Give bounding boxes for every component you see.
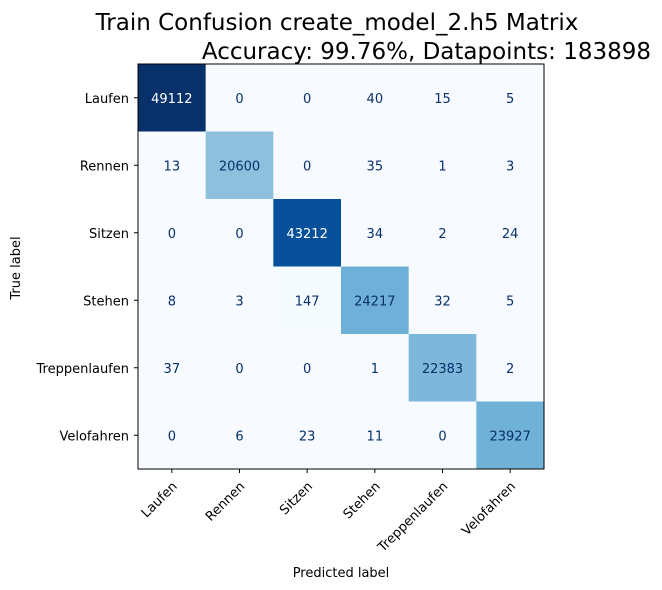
cell-value-label: 24 [502, 227, 519, 242]
heatmap-cell [408, 131, 477, 200]
x-tick-label: Velofahren [459, 479, 519, 539]
cell-value-label: 24217 [354, 294, 395, 309]
cell-value-label: 3 [506, 159, 514, 174]
y-tick-label: Rennen [80, 159, 129, 174]
heatmap-cell [205, 334, 274, 402]
cell-value-label: 40 [367, 92, 384, 107]
heatmap-cell [138, 401, 207, 470]
cell-value-label: 5 [506, 92, 514, 107]
cell-value-label: 11 [367, 429, 384, 444]
cell-value-label: 2 [438, 227, 446, 242]
chart-title-line-1: Train Confusion create_model_2.h5 Matrix [95, 10, 579, 36]
heatmap-cell [408, 266, 477, 335]
cell-value-label: 32 [434, 294, 451, 309]
cell-value-label: 1 [371, 362, 379, 377]
heatmap-cell [341, 131, 410, 200]
cell-value-label: 0 [303, 92, 311, 107]
cell-value-label: 37 [164, 362, 181, 377]
heatmap-cell [138, 199, 207, 267]
heatmap-cell [205, 401, 274, 470]
heatmap-cell [205, 199, 274, 267]
y-axis-label: True label [9, 236, 24, 300]
heatmap-cell [273, 334, 342, 402]
y-tick-label: Velofahren [59, 429, 129, 444]
cell-value-label: 13 [164, 159, 181, 174]
heatmap-cell [408, 64, 477, 132]
heatmap-cell [273, 401, 342, 470]
y-tick-label: Treppenlaufen [36, 362, 129, 377]
heatmap-cell [341, 401, 410, 470]
x-tick-label: Rennen [203, 479, 248, 524]
heatmap-cell [205, 266, 274, 335]
cell-value-label: 20600 [219, 159, 260, 174]
cell-value-label: 23927 [489, 429, 530, 444]
heatmap-cell [138, 266, 207, 335]
cell-value-label: 147 [295, 294, 320, 309]
heatmap-cell [273, 199, 342, 267]
heatmap-cell [341, 199, 410, 267]
cell-value-label: 8 [168, 294, 176, 309]
heatmap-cell [341, 334, 410, 402]
heatmap-cell [476, 266, 545, 335]
cell-value-label: 0 [438, 429, 446, 444]
heatmap-cell [205, 64, 274, 132]
chart-title-line-2: Accuracy: 99.76%, Datapoints: 183898 [202, 39, 651, 65]
plot-frame [137, 63, 545, 470]
cell-value-label: 0 [235, 227, 243, 242]
heatmap-cell [341, 64, 410, 132]
heatmap-cells: 49112 0 0 40 15 513 20600 0 35 1 30 0 43212 34 2 248 3 14… [138, 64, 545, 470]
heatmap-cell [476, 334, 545, 402]
x-tick-label: Treppenlaufen [375, 479, 452, 556]
cell-value-label: 22383 [422, 362, 463, 377]
cell-value-label: 5 [506, 294, 514, 309]
cell-value-label: 1 [438, 159, 446, 174]
heatmap-cell [408, 401, 477, 470]
heatmap-cell [476, 199, 545, 267]
cell-value-label: 34 [367, 227, 384, 242]
y-tick-label: Laufen [85, 92, 129, 107]
x-axis-label: Predicted label [293, 566, 390, 581]
cell-value-label: 0 [235, 92, 243, 107]
y-tick-label: Sitzen [89, 227, 129, 242]
heatmap-cell [138, 131, 207, 200]
cell-value-label: 0 [168, 227, 176, 242]
heatmap-cell [476, 131, 545, 200]
heatmap-cell [138, 64, 207, 132]
cell-value-label: 3 [235, 294, 243, 309]
cell-value-label: 35 [367, 159, 384, 174]
cell-value-label: 49112 [151, 92, 192, 107]
heatmap-cell [205, 131, 274, 200]
x-tick-label: Sitzen [277, 479, 316, 518]
cell-value-label: 0 [235, 362, 243, 377]
cell-value-label: 43212 [286, 227, 327, 242]
cell-value-label: 0 [303, 159, 311, 174]
heatmap-cell [273, 266, 342, 335]
heatmap-cell [273, 64, 342, 132]
heatmap-cell [476, 64, 545, 132]
heatmap-cell [408, 199, 477, 267]
cell-value-label: 2 [506, 362, 514, 377]
y-tick-label: Stehen [83, 294, 129, 309]
cell-value-label: 0 [168, 429, 176, 444]
cell-value-label: 6 [235, 429, 243, 444]
cell-value-label: 0 [303, 362, 311, 377]
cell-value-label: 23 [299, 429, 316, 444]
heatmap-cell [341, 266, 410, 335]
cell-value-label: 15 [434, 92, 451, 107]
heatmap-cell [476, 401, 545, 470]
heatmap-cell [138, 334, 207, 402]
y-axis-ticks: Laufen Rennen Sitzen Stehen Treppenlaufen Vel… [36, 92, 138, 444]
x-tick-label: Laufen [139, 479, 181, 521]
heatmap-cell [273, 131, 342, 200]
x-tick-label: Stehen [341, 479, 384, 522]
heatmap-cell [408, 334, 477, 402]
